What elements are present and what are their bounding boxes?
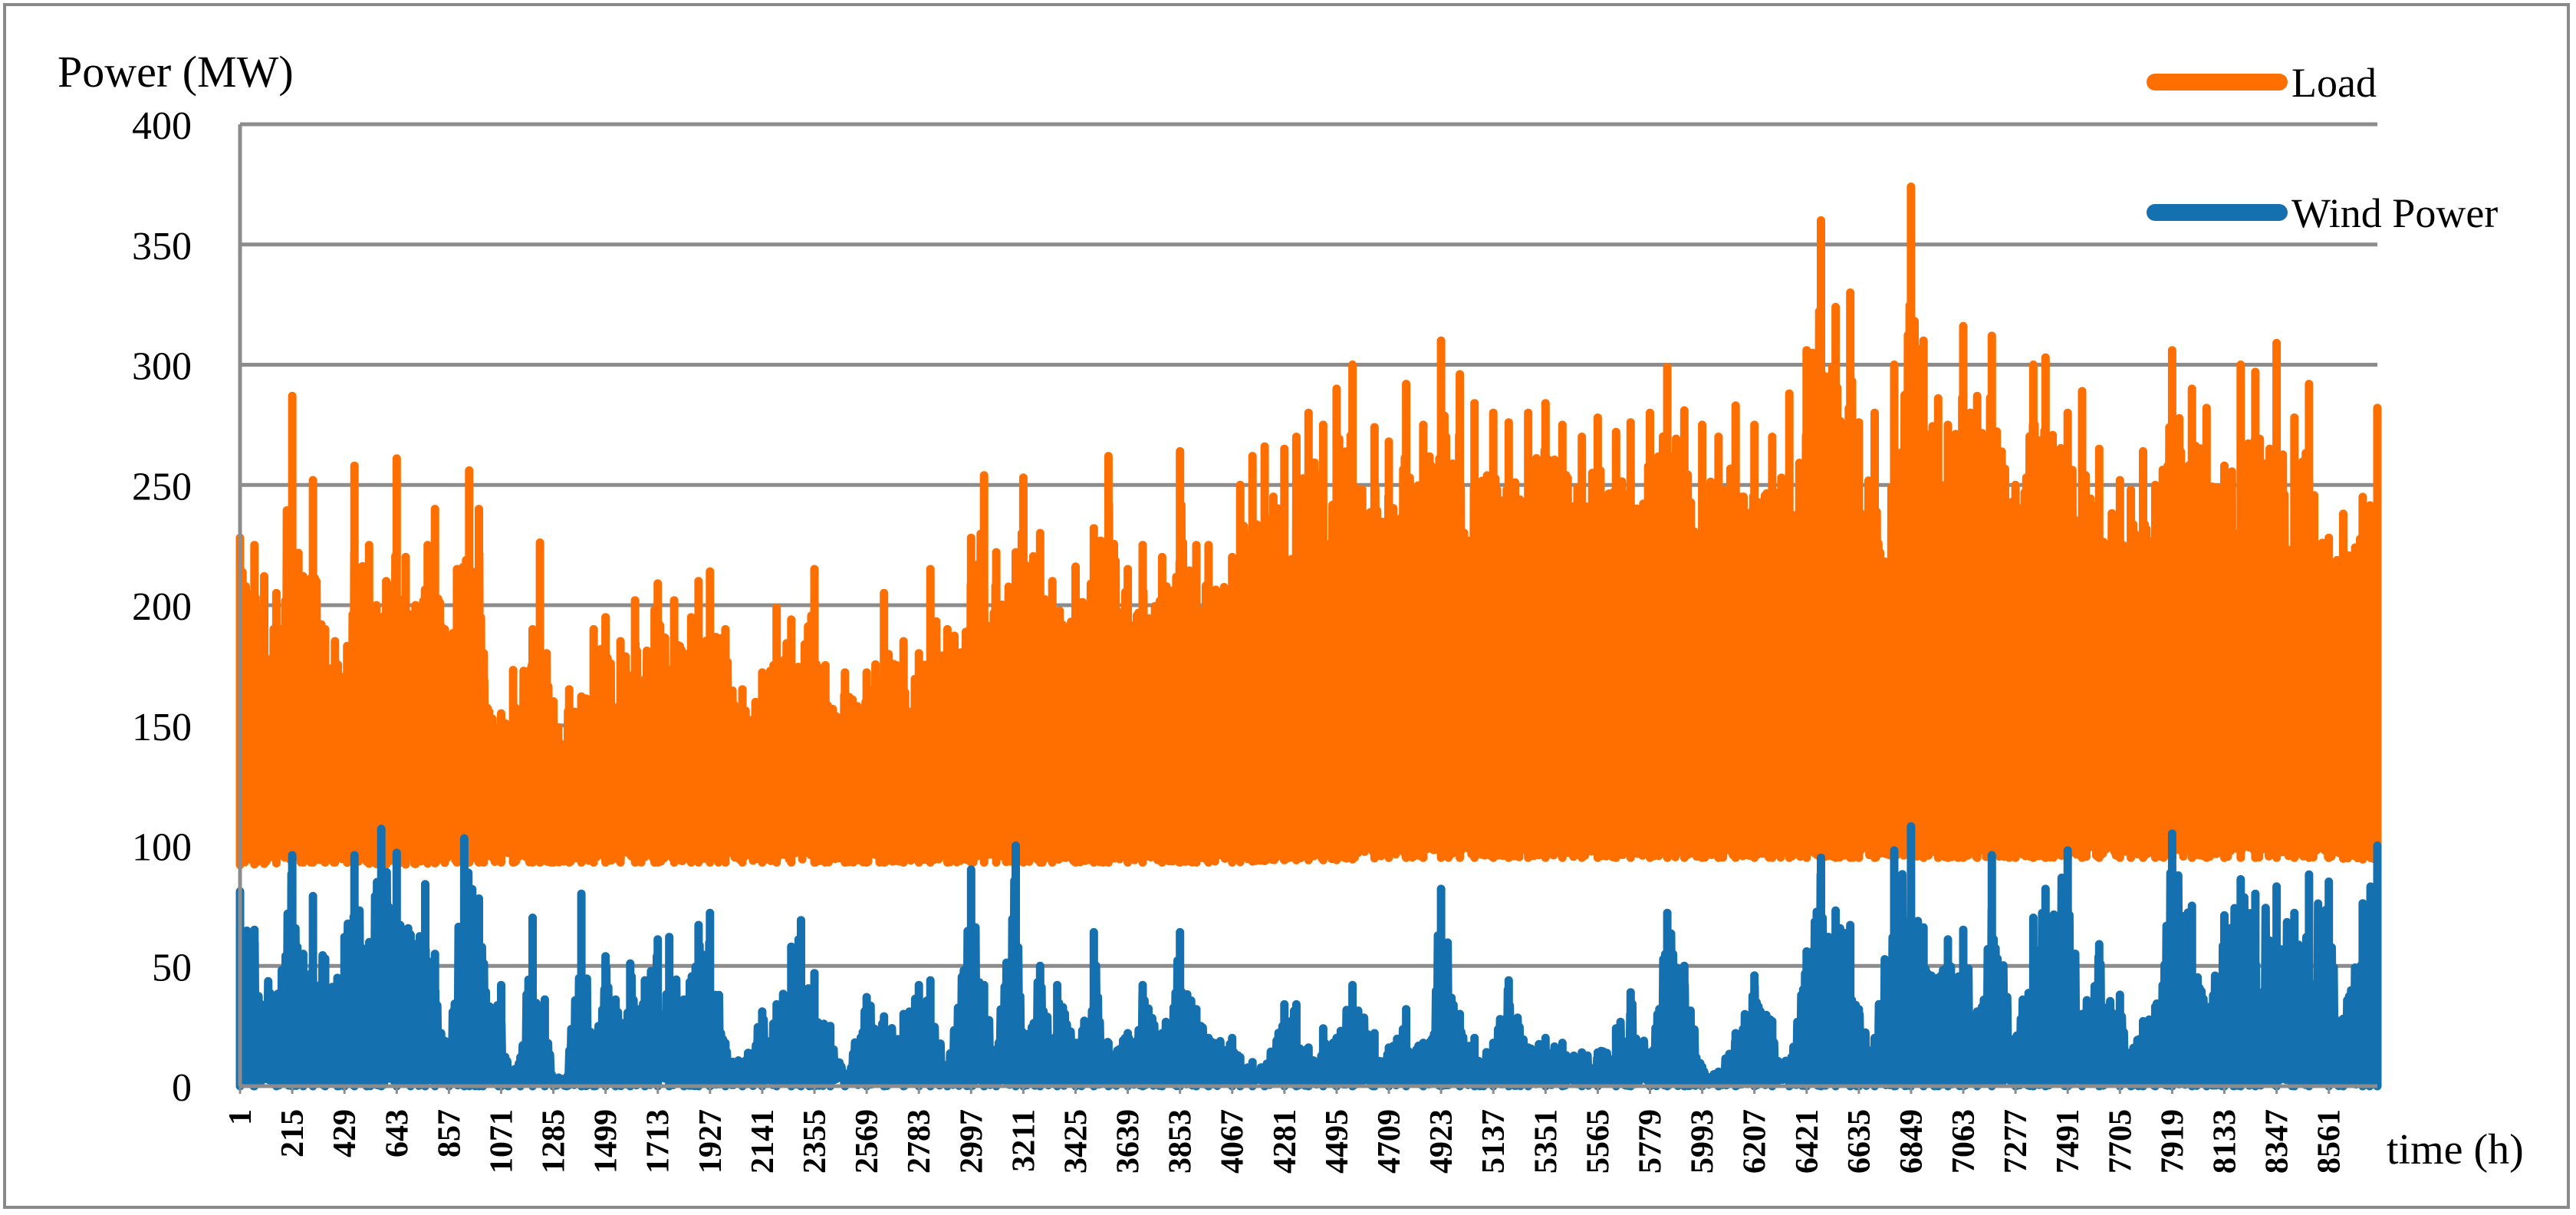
x-tick-label: 4495: [1320, 1109, 1355, 1174]
y-tick-label: 100: [132, 826, 192, 870]
x-tick-label: 1: [223, 1109, 258, 1125]
y-tick-label: 350: [132, 225, 192, 268]
x-tick-label: 8561: [2312, 1109, 2347, 1174]
x-tick-label: 3211: [1006, 1109, 1041, 1172]
x-tick-label: 215: [275, 1109, 311, 1157]
x-axis-label: time (h): [2387, 1126, 2524, 1174]
x-tick-label: 7063: [1946, 1109, 1982, 1174]
x-tick-label: 1927: [693, 1109, 729, 1174]
x-tick-label: 1285: [537, 1109, 572, 1174]
axes: [238, 124, 2377, 1088]
y-axis-label: Power (MW): [58, 47, 294, 97]
x-tick-label: 2997: [954, 1109, 989, 1174]
x-tick-label: 8347: [2260, 1109, 2295, 1174]
y-tick-labels: 0 50 100 150 200 250 300 350 400: [132, 104, 192, 1110]
x-tick-label: 3639: [1111, 1109, 1147, 1174]
x-tick-label: 6207: [1738, 1109, 1773, 1174]
x-tick-label: 7919: [2155, 1109, 2190, 1174]
x-tick-label: 6421: [1790, 1109, 1825, 1174]
series-layer: [235, 183, 2382, 1091]
y-tick-label: 400: [132, 104, 192, 148]
y-tick-label: 300: [132, 345, 192, 389]
x-tick-label: 1499: [589, 1109, 624, 1174]
y-tick-label: 250: [132, 465, 192, 509]
legend-item-load: Load: [2147, 60, 2377, 106]
x-tick-label: 1071: [484, 1109, 519, 1174]
legend: Load Wind Power: [2147, 60, 2498, 236]
x-tick-label: 6635: [1842, 1109, 1877, 1174]
x-tick-label: 3425: [1058, 1109, 1094, 1174]
x-tick-label: 643: [380, 1109, 415, 1157]
y-tick-label: 150: [132, 706, 192, 749]
x-tick-label: 8133: [2207, 1109, 2242, 1174]
y-tick-label: 200: [132, 585, 192, 629]
legend-item-wind-power: Wind Power: [2147, 190, 2498, 236]
x-tick-label: 4067: [1216, 1109, 1251, 1174]
x-tick-label: 1713: [641, 1109, 676, 1174]
x-tick-label: 7277: [1999, 1109, 2034, 1174]
x-tick-labels: 1 215 429 643 857 1071 1285 1499 1713 1927 2141 235…: [223, 1086, 2347, 1174]
x-tick-label: 3853: [1163, 1109, 1199, 1174]
x-tick-label: 5779: [1633, 1109, 1668, 1174]
x-tick-label: 6849: [1894, 1109, 1930, 1174]
x-tick-label: 4923: [1424, 1109, 1459, 1174]
legend-label: Load: [2291, 60, 2377, 106]
x-tick-label: 857: [432, 1109, 467, 1157]
x-tick-label: 5137: [1476, 1109, 1512, 1174]
x-tick-label: 4709: [1372, 1109, 1407, 1174]
x-tick-label: 2355: [798, 1109, 833, 1174]
x-tick-label: 7705: [2103, 1109, 2138, 1174]
y-tick-label: 50: [152, 946, 192, 989]
x-tick-label: 429: [327, 1109, 363, 1157]
x-tick-label: 2783: [902, 1109, 937, 1174]
x-tick-label: 2141: [745, 1109, 781, 1174]
x-tick-label: 2569: [850, 1109, 885, 1174]
x-tick-label: 5565: [1581, 1109, 1616, 1174]
x-tick-label: 5351: [1528, 1109, 1564, 1174]
x-tick-label: 7491: [2051, 1109, 2086, 1174]
y-tick-label: 0: [172, 1066, 192, 1110]
series-line-load: [235, 183, 2382, 870]
legend-label: Wind Power: [2291, 190, 2498, 236]
x-tick-label: 5993: [1686, 1109, 1721, 1174]
x-tick-label: 4281: [1268, 1109, 1303, 1174]
